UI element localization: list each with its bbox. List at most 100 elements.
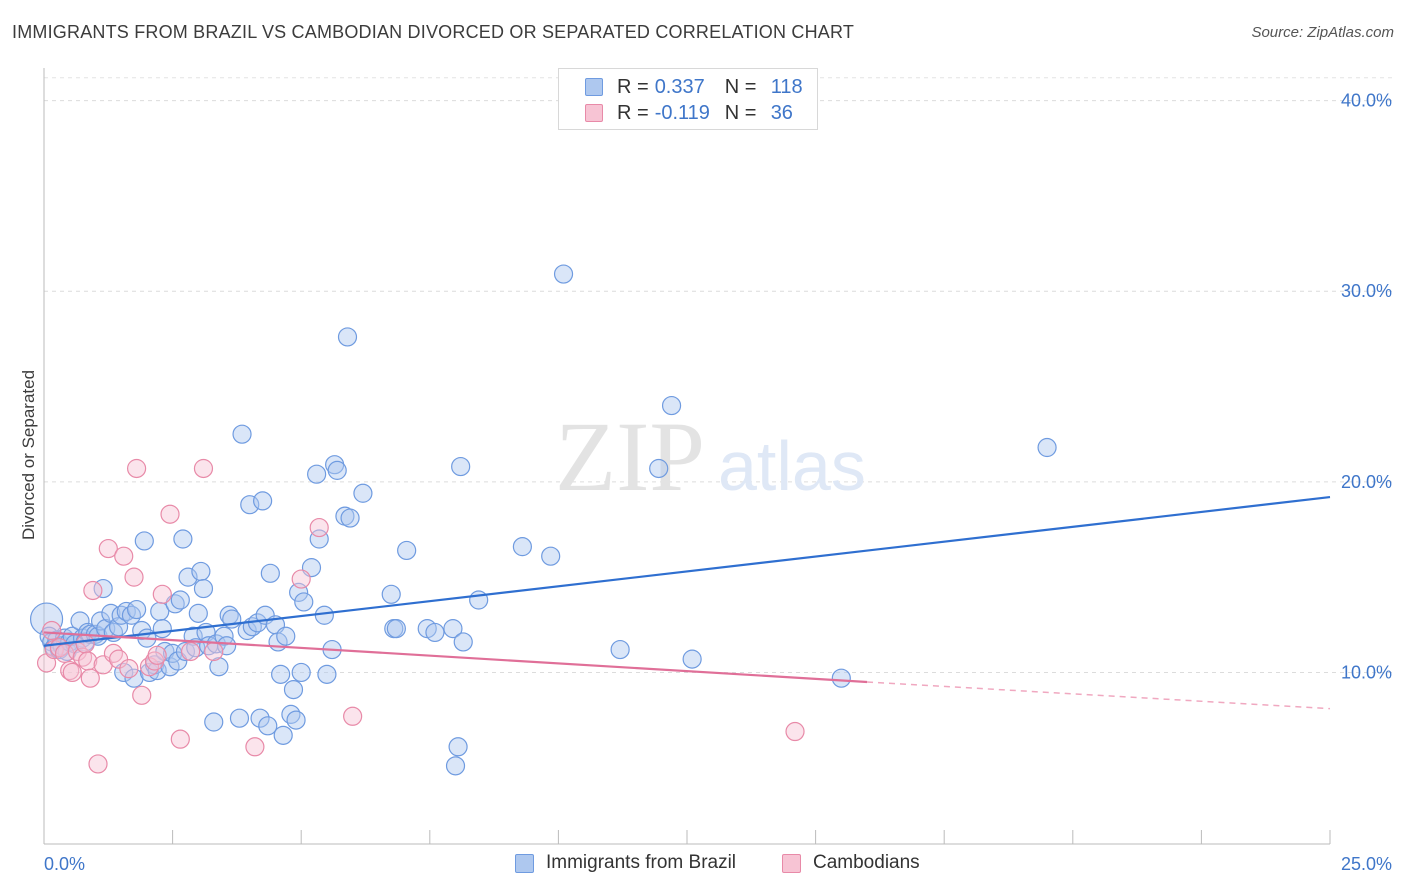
brazil-point bbox=[553, 264, 574, 284]
brazil-point bbox=[445, 756, 466, 776]
cambodians-point bbox=[170, 729, 190, 749]
brazil-point bbox=[286, 710, 306, 730]
brazil-swatch bbox=[585, 78, 603, 96]
cambodians-point bbox=[181, 641, 201, 662]
brazil-point bbox=[314, 605, 334, 625]
data-points bbox=[29, 264, 1057, 776]
brazil-point bbox=[250, 708, 270, 728]
brazil-point bbox=[337, 327, 358, 347]
brazil-point bbox=[340, 508, 360, 528]
cambodians-point bbox=[62, 662, 82, 683]
brazil-swatch bbox=[515, 853, 534, 873]
brazil-point bbox=[309, 529, 329, 549]
correlation-legend: R = 0.337 N = 118 R = -0.119 N = 36 bbox=[558, 68, 818, 130]
cambodians-point bbox=[193, 458, 214, 479]
r-label: R = bbox=[617, 101, 649, 124]
grid-lines bbox=[44, 77, 1392, 673]
cambodians-point bbox=[245, 737, 265, 757]
brazil-point bbox=[121, 605, 142, 625]
brazil-point bbox=[451, 456, 471, 477]
watermark-atlas: atlas bbox=[718, 427, 866, 505]
legend-row-cambodians: R = -0.119 N = 36 bbox=[585, 101, 793, 125]
brazil-point bbox=[512, 537, 532, 557]
cambodians-point bbox=[88, 754, 108, 774]
cambodians-point bbox=[343, 706, 363, 726]
brazil-point bbox=[188, 603, 208, 623]
cambodians-point bbox=[103, 643, 124, 663]
cambodians-point bbox=[119, 659, 139, 679]
brazil-point bbox=[281, 704, 301, 724]
brazil-point bbox=[283, 679, 304, 700]
brazil-point bbox=[448, 737, 468, 757]
brazil-point bbox=[831, 668, 851, 688]
brazil-point bbox=[661, 395, 682, 416]
legend-row-brazil: R = 0.337 N = 118 bbox=[585, 75, 803, 99]
y-axis-label: Divorced or Separated bbox=[19, 370, 38, 540]
r-value: 0.337 bbox=[654, 75, 705, 98]
brazil-point bbox=[168, 651, 188, 671]
watermark: ZIP atlas bbox=[555, 401, 866, 512]
cambodians-point bbox=[204, 641, 224, 662]
brazil-point bbox=[307, 464, 327, 484]
brazil-point bbox=[173, 529, 193, 549]
cambodians-point bbox=[152, 584, 172, 604]
brazil-point bbox=[134, 531, 154, 551]
n-label: N = bbox=[724, 101, 757, 124]
tick-labels: 10.0% 20.0% 30.0% 40.0% 0.0% 25.0% bbox=[44, 91, 1392, 874]
brazil-point bbox=[260, 563, 280, 583]
n-value: 118 bbox=[770, 75, 803, 98]
brazil-point bbox=[209, 657, 229, 677]
trend-lines bbox=[43, 495, 1331, 710]
cambodians-swatch bbox=[782, 853, 801, 873]
brazil-point bbox=[276, 626, 296, 646]
brazil-point bbox=[443, 619, 463, 639]
n-value: 36 bbox=[770, 101, 793, 124]
brazil-point bbox=[229, 708, 250, 728]
n-label: N = bbox=[724, 75, 757, 98]
chart-title: IMMIGRANTS FROM BRAZIL VS CAMBODIAN DIVO… bbox=[12, 22, 855, 42]
y-tick-label: 30.0% bbox=[1341, 281, 1392, 301]
cambodians-point bbox=[114, 546, 134, 566]
brazil-point bbox=[353, 483, 373, 503]
r-value: -0.119 bbox=[654, 101, 710, 124]
brazil-point bbox=[317, 664, 337, 684]
legend-item-cambodians: Cambodians bbox=[782, 852, 920, 874]
brazil-point bbox=[253, 491, 273, 511]
cambodians-point bbox=[291, 569, 311, 589]
brazil-point bbox=[397, 540, 417, 561]
brazil-point bbox=[327, 460, 347, 480]
brazil-point bbox=[610, 639, 630, 660]
cambodians-point bbox=[42, 620, 62, 641]
cambodians-trend-line-extension bbox=[866, 681, 1331, 710]
cambodians-point bbox=[108, 649, 129, 669]
cambodians-point bbox=[83, 580, 103, 601]
cambodians-point bbox=[98, 538, 118, 559]
y-tick-label: 20.0% bbox=[1341, 472, 1392, 492]
axes bbox=[43, 68, 1331, 845]
cambodians-point bbox=[124, 567, 144, 587]
brazil-point bbox=[170, 590, 190, 610]
legend-label: Cambodians bbox=[813, 852, 920, 873]
brazil-point bbox=[271, 664, 291, 684]
cambodians-point bbox=[147, 645, 167, 665]
y-tick-label: 40.0% bbox=[1341, 91, 1392, 111]
brazil-point bbox=[541, 546, 561, 566]
brazil-point bbox=[273, 725, 293, 745]
brazil-point bbox=[193, 578, 214, 599]
legend-label: Immigrants from Brazil bbox=[546, 852, 737, 873]
brazil-point bbox=[682, 649, 702, 669]
brazil-point bbox=[291, 662, 311, 683]
brazil-point bbox=[240, 495, 260, 515]
brazil-point bbox=[126, 599, 147, 620]
cambodians-point bbox=[126, 458, 147, 479]
cambodians-point bbox=[139, 657, 160, 677]
source-credit: Source: ZipAtlas.com bbox=[1251, 24, 1394, 41]
brazil-point bbox=[649, 458, 669, 479]
brazil-point bbox=[425, 622, 445, 643]
brazil-trend-line bbox=[43, 495, 1331, 647]
brazil-point bbox=[386, 619, 406, 639]
brazil-point bbox=[204, 712, 224, 732]
series-legend: Immigrants from Brazil Cambodians bbox=[0, 852, 1406, 878]
cambodians-point bbox=[132, 685, 152, 705]
